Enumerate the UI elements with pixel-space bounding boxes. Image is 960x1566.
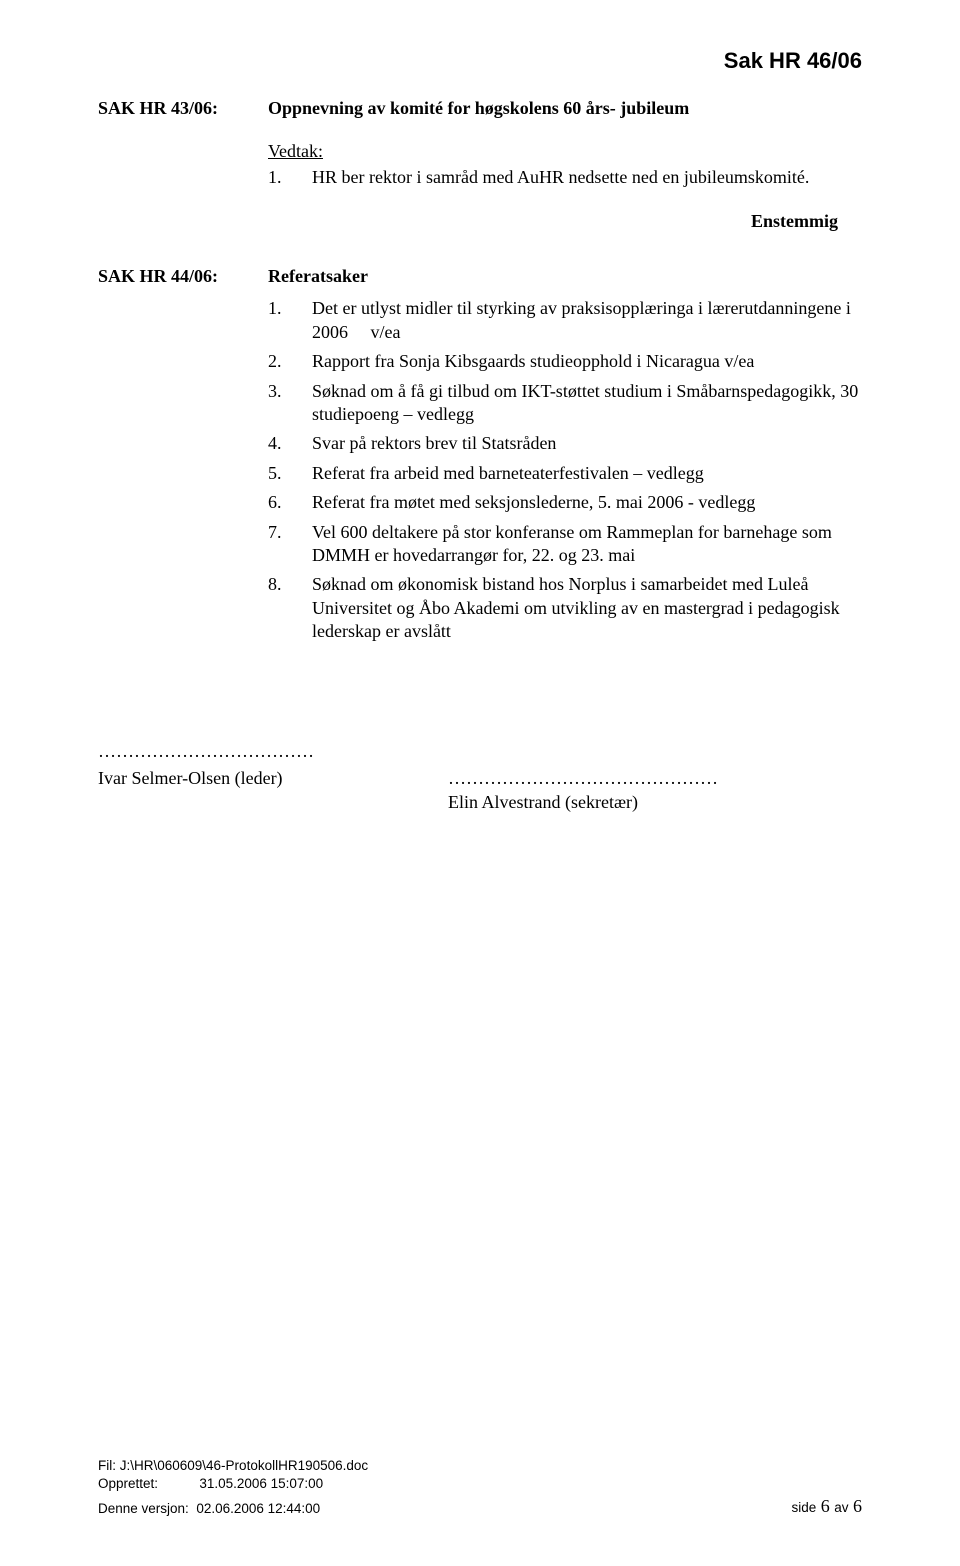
- item-number: 5.: [268, 462, 312, 485]
- list-item: 1. HR ber rektor i samråd med AuHR nedse…: [268, 166, 862, 189]
- sak-43-label: SAK HR 43/06:: [98, 98, 268, 260]
- document-body: SAK HR 43/06: Oppnevning av komité for h…: [0, 74, 960, 814]
- item-text: Referat fra arbeid med barneteaterfestiv…: [312, 462, 862, 485]
- list-item: 5. Referat fra arbeid med barneteaterfes…: [268, 462, 862, 485]
- sak-44: SAK HR 44/06: Referatsaker 1. Det er utl…: [98, 266, 862, 649]
- item-text: Svar på rektors brev til Statsråden: [312, 432, 862, 455]
- sak-43-list: 1. HR ber rektor i samråd med AuHR nedse…: [268, 166, 862, 189]
- list-item: 1. Det er utlyst midler til styrking av …: [268, 297, 862, 344]
- item-text: Søknad om å få gi tilbud om IKT-støttet …: [312, 380, 862, 427]
- page-current: 6: [821, 1496, 830, 1516]
- list-item: 4. Svar på rektors brev til Statsråden: [268, 432, 862, 455]
- sak-43-body: Oppnevning av komité for høgskolens 60 å…: [268, 98, 862, 260]
- list-item: 8. Søknad om økonomisk bistand hos Norpl…: [268, 573, 862, 643]
- sak-44-title: Referatsaker: [268, 266, 862, 287]
- item-text: Rapport fra Sonja Kibsgaards studieoppho…: [312, 350, 862, 373]
- item-number: 4.: [268, 432, 312, 455]
- dotted-line-right: ………………………………………: [448, 766, 862, 790]
- page-total: 6: [853, 1496, 862, 1516]
- item-number: 2.: [268, 350, 312, 373]
- sak-43: SAK HR 43/06: Oppnevning av komité for h…: [98, 98, 862, 260]
- sak-44-list: 1. Det er utlyst midler til styrking av …: [268, 297, 862, 643]
- footer-created-label: Opprettet:: [98, 1476, 158, 1491]
- item-text: Referat fra møtet med seksjonslederne, 5…: [312, 491, 862, 514]
- signer-right-block: ……………………………………… Elin Alvestrand (sekretæ…: [448, 766, 862, 815]
- sak-43-title: Oppnevning av komité for høgskolens 60 å…: [268, 98, 862, 119]
- signer-left: Ivar Selmer-Olsen (leder): [98, 766, 448, 815]
- signer-right: Elin Alvestrand (sekretær): [448, 790, 862, 814]
- item-number: 8.: [268, 573, 312, 643]
- sak-44-label: SAK HR 44/06:: [98, 266, 268, 649]
- item-number: 1.: [268, 297, 312, 344]
- item-number: 3.: [268, 380, 312, 427]
- page-header-title: Sak HR 46/06: [0, 0, 960, 74]
- footer-version-label: Denne versjon:: [98, 1501, 189, 1516]
- item-number: 7.: [268, 521, 312, 568]
- footer-created-value: 31.05.2006 15:07:00: [199, 1476, 323, 1491]
- list-item: 6. Referat fra møtet med seksjonslederne…: [268, 491, 862, 514]
- vedtak-label: Vedtak:: [268, 141, 862, 162]
- item-number: 1.: [268, 166, 312, 189]
- sak-44-body: Referatsaker 1. Det er utlyst midler til…: [268, 266, 862, 649]
- footer-file-path: Fil: J:\HR\060609\46-ProtokollHR190506.d…: [98, 1457, 862, 1475]
- enstemmig-label: Enstemmig: [268, 211, 862, 232]
- item-text: Søknad om økonomisk bistand hos Norplus …: [312, 573, 862, 643]
- page-number: side 6 av 6: [791, 1494, 862, 1518]
- page-footer: Fil: J:\HR\060609\46-ProtokollHR190506.d…: [98, 1457, 862, 1518]
- item-text: HR ber rektor i samråd med AuHR nedsette…: [312, 166, 862, 189]
- item-text: Vel 600 deltakere på stor konferanse om …: [312, 521, 862, 568]
- signature-block: ……………………………… Ivar Selmer-Olsen (leder) ……: [98, 739, 862, 814]
- page-label: side: [791, 1500, 816, 1515]
- item-number: 6.: [268, 491, 312, 514]
- footer-version-value: 02.06.2006 12:44:00: [196, 1501, 320, 1516]
- list-item: 7. Vel 600 deltakere på stor konferanse …: [268, 521, 862, 568]
- list-item: 3. Søknad om å få gi tilbud om IKT-støtt…: [268, 380, 862, 427]
- list-item: 2. Rapport fra Sonja Kibsgaards studieop…: [268, 350, 862, 373]
- item-text: Det er utlyst midler til styrking av pra…: [312, 297, 862, 344]
- page-sep: av: [834, 1500, 848, 1515]
- dotted-line-left: ………………………………: [98, 739, 862, 763]
